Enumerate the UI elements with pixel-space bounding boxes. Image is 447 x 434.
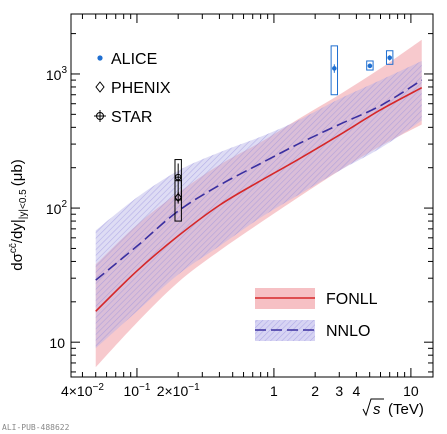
- nnlo-curve: [95, 79, 423, 281]
- x-axis-ticks: 4×10−2 10−1 2×10−1 1 2 3 4 10: [61, 14, 419, 399]
- data-legend: ALICE PHENIX STAR: [94, 51, 171, 126]
- y-tick-label: 102: [46, 199, 68, 217]
- x-tick-label: 3: [335, 383, 343, 399]
- star-syst-box: [174, 159, 182, 201]
- x-tick-label-mantissa: 10: [123, 383, 139, 399]
- y-axis-title-sub: |y|<0.5: [18, 189, 29, 219]
- x-tick-label-exponent: −1: [188, 382, 200, 393]
- alice-point: [330, 45, 339, 96]
- x-tick-label: 10−1: [123, 382, 150, 399]
- alice-syst-box: [366, 60, 374, 71]
- plot-frame: [70, 13, 434, 378]
- legend-star-label: STAR: [111, 109, 152, 126]
- alice-point: [385, 50, 394, 65]
- sqrt-sign: [362, 398, 384, 417]
- legend-nnlo-label: NNLO: [326, 323, 370, 340]
- alice-point: [366, 60, 374, 71]
- data-points: [174, 45, 394, 222]
- x-axis-title-root: s: [373, 401, 381, 418]
- phenix-marker: [174, 192, 182, 203]
- star-marker-icon: [94, 110, 106, 122]
- alice-syst-box: [330, 45, 339, 96]
- y-tick-label-exponent: 3: [61, 65, 67, 76]
- y-tick-label: 103: [46, 65, 68, 83]
- x-tick-label-exponent: −2: [93, 382, 105, 393]
- x-tick-label-mantissa: 2×10: [157, 383, 189, 399]
- x-tick-label: 1: [270, 383, 278, 399]
- x-tick-label: 2: [311, 383, 319, 399]
- y-axis-title-unit: (μb): [9, 159, 26, 186]
- x-axis-title: s (TeV): [362, 398, 424, 418]
- plot-area: [95, 39, 423, 368]
- x-tick-label: 4: [352, 383, 360, 399]
- alice-marker: [387, 55, 392, 61]
- y-tick-label: 10: [49, 335, 65, 351]
- legend-phenix-label: PHENIX: [111, 80, 171, 97]
- phenix-marker-icon: [95, 81, 105, 93]
- alice-syst-box: [385, 50, 394, 65]
- y-axis-title-pre: d: [9, 262, 26, 270]
- alice-marker-icon: [97, 55, 103, 61]
- x-tick-label-exponent: −1: [139, 382, 151, 393]
- footer-label: ALI-PUB-488622: [2, 423, 70, 432]
- y-axis-title-sigma: σ: [9, 252, 26, 262]
- x-tick-label: 10: [403, 383, 419, 399]
- y-tick-label-exponent: 2: [61, 199, 67, 210]
- y-tick-label-mantissa: 10: [46, 201, 62, 217]
- y-axis-title-sup: cc̄: [8, 243, 19, 253]
- theory-legend: FONLL NNLO: [255, 288, 378, 341]
- y-axis-title-mid: /dy|: [9, 219, 26, 243]
- star-point: [174, 159, 182, 201]
- fonll-curve: [95, 86, 423, 312]
- legend-fonll-label: FONLL: [326, 291, 378, 308]
- nnlo-band-hatch: [95, 60, 422, 349]
- alice-marker: [332, 66, 337, 71]
- x-tick-label: 2×10−1: [157, 382, 200, 399]
- y-axis-title: dσcc̄/dy||y|<0.5 (μb): [8, 159, 29, 270]
- alice-marker: [367, 63, 373, 69]
- x-tick-label-mantissa: 4×10: [61, 383, 93, 399]
- nnlo-hatch-swatch: [255, 320, 315, 341]
- y-tick-label-mantissa: 10: [46, 67, 62, 83]
- theory-curves: [95, 79, 423, 312]
- legend-alice-label: ALICE: [111, 51, 157, 68]
- theory-bands: [95, 39, 422, 368]
- x-axis-title-unit: (TeV): [388, 401, 424, 418]
- x-tick-label: 4×10−2: [61, 382, 104, 399]
